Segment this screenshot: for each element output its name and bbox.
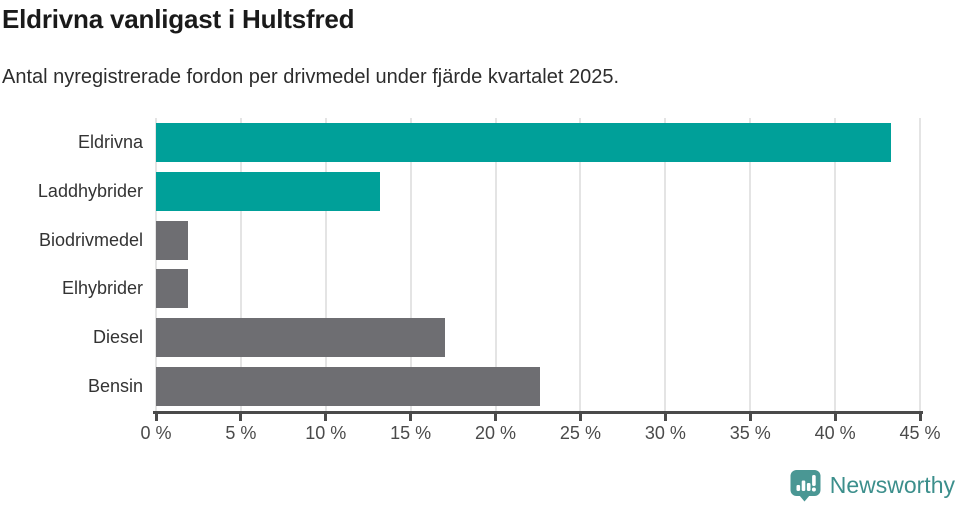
axis-tick	[748, 411, 752, 421]
bar-row	[156, 313, 920, 362]
bar-row	[156, 264, 920, 313]
bar-bensin	[156, 367, 540, 407]
category-label-biodrivmedel: Biodrivmedel	[38, 229, 143, 250]
newsworthy-brand-link[interactable]: Newsworthy	[789, 469, 955, 502]
plot-area	[155, 118, 921, 411]
x-axis-tick-labels: 0 % 5 % 10 % 15 % 20 % 25 % 30 % 35 % 40 % 45 %	[140, 423, 940, 445]
category-label-elhybrider: Elhybrider	[61, 278, 143, 299]
bar-eldrivna	[156, 122, 892, 162]
axis-tick-label: 35 %	[729, 423, 771, 443]
axis-tick-label: 45 %	[899, 423, 941, 443]
bar-row	[156, 118, 920, 167]
axis-tick	[239, 411, 243, 421]
axis-tick	[578, 411, 582, 421]
bars-container	[156, 118, 920, 411]
bar-row	[156, 167, 920, 216]
axis-tick	[833, 411, 837, 421]
axis-tick	[154, 411, 158, 421]
axis-tick	[918, 411, 922, 421]
axis-tick	[494, 411, 498, 421]
bar-laddhybrider	[156, 171, 381, 211]
gridline	[664, 118, 667, 411]
chart-subtitle: Antal nyregistrerade fordon per drivmede…	[2, 66, 620, 88]
gridline	[324, 118, 327, 411]
chart-title: Eldrivna vanligast i Hultsfred	[2, 4, 355, 34]
gridline	[155, 118, 157, 411]
category-labels: Eldrivna Laddhybrider Biodrivmedel Elhybrid…	[0, 118, 143, 411]
gridline	[239, 118, 242, 411]
axis-tick-label: 40 %	[814, 423, 856, 443]
bar-elhybrider	[156, 269, 189, 309]
axis-tick-label: 10 %	[305, 423, 347, 443]
bar-row	[156, 362, 920, 411]
axis-tick-label: 5 %	[225, 423, 257, 443]
gridline	[919, 118, 921, 411]
bar-biodrivmedel	[156, 220, 189, 260]
bar-row	[156, 216, 920, 265]
axis-tick	[409, 411, 413, 421]
category-label-bensin: Bensin	[87, 376, 143, 397]
x-axis-line	[153, 411, 923, 414]
gridline	[749, 118, 752, 411]
axis-tick-label: 0 %	[140, 423, 172, 443]
category-label-diesel: Diesel	[92, 327, 143, 348]
axis-tick-label: 15 %	[390, 423, 432, 443]
axis-tick-label: 20 %	[475, 423, 517, 443]
newsworthy-logo-icon	[790, 470, 821, 502]
gridline	[494, 118, 497, 411]
category-label-laddhybrider: Laddhybrider	[37, 180, 143, 201]
x-axis-ticks	[154, 411, 922, 421]
axis-tick-label: 25 %	[559, 423, 601, 443]
category-label-eldrivna: Eldrivna	[77, 131, 143, 152]
bar-diesel	[156, 318, 445, 358]
brand-name: Newsworthy	[829, 472, 955, 498]
gridline	[409, 118, 412, 411]
axis-tick	[663, 411, 667, 421]
axis-tick-label: 30 %	[644, 423, 686, 443]
gridline	[579, 118, 582, 411]
axis-tick	[324, 411, 328, 421]
gridline	[834, 118, 837, 411]
